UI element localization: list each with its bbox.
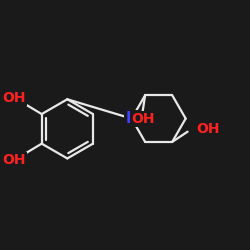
Text: OH: OH bbox=[2, 91, 26, 105]
Text: OH: OH bbox=[131, 112, 154, 126]
Text: OH: OH bbox=[2, 153, 26, 167]
Text: N: N bbox=[125, 111, 138, 126]
Text: OH: OH bbox=[196, 122, 220, 136]
Text: N: N bbox=[125, 111, 138, 126]
